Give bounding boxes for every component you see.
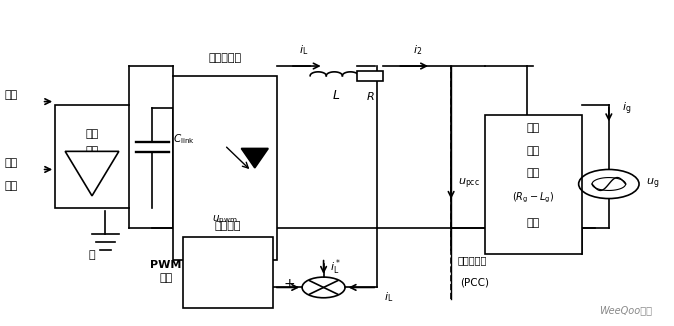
Text: $i_{\rm L}$: $i_{\rm L}$	[384, 290, 394, 304]
Text: $u_{\rm g}$: $u_{\rm g}$	[646, 177, 659, 191]
Text: 公共接入点: 公共接入点	[458, 255, 487, 265]
Text: 脉冲: 脉冲	[159, 273, 173, 283]
Polygon shape	[65, 151, 119, 196]
Bar	[357, 71, 383, 81]
Text: 并网逆变器: 并网逆变器	[208, 53, 241, 63]
Bar	[183, 237, 273, 308]
Text: WeeQoo维库: WeeQoo维库	[599, 305, 652, 315]
Text: 滞环控制: 滞环控制	[215, 221, 241, 231]
Text: $i_2$: $i_2$	[413, 43, 422, 57]
Text: $i_{\rm g}$: $i_{\rm g}$	[622, 101, 632, 117]
Text: 函数: 函数	[526, 168, 540, 178]
Text: $u_{\rm pcc}$: $u_{\rm pcc}$	[458, 177, 480, 191]
Text: 强度: 强度	[5, 181, 18, 191]
Text: $i_{\rm L}$: $i_{\rm L}$	[299, 43, 308, 57]
Text: (PCC): (PCC)	[460, 278, 489, 288]
Bar	[485, 114, 582, 254]
Text: $i_{\rm L}^*$: $i_{\rm L}^*$	[330, 258, 341, 277]
Text: $C_{\rm link}$: $C_{\rm link}$	[173, 132, 195, 146]
Text: PWM: PWM	[150, 260, 181, 270]
Text: 光伏: 光伏	[86, 129, 98, 139]
Text: ＝: ＝	[89, 250, 95, 260]
Text: 模块: 模块	[86, 146, 98, 156]
Text: 网络: 网络	[526, 218, 540, 228]
Text: 电网: 电网	[526, 124, 540, 133]
Text: $u_{\rm pwm}$: $u_{\rm pwm}$	[212, 213, 237, 226]
Text: 光照: 光照	[5, 158, 18, 168]
Text: +: +	[284, 277, 295, 291]
Text: $L$: $L$	[332, 89, 340, 102]
Text: $(R_{\rm g}-L_{\rm g})$: $(R_{\rm g}-L_{\rm g})$	[512, 191, 555, 205]
Bar	[173, 76, 276, 260]
Text: $R$: $R$	[365, 90, 374, 102]
Text: 温度: 温度	[5, 90, 18, 100]
Bar	[55, 105, 129, 208]
Text: 传递: 传递	[526, 146, 540, 156]
Polygon shape	[241, 148, 268, 168]
